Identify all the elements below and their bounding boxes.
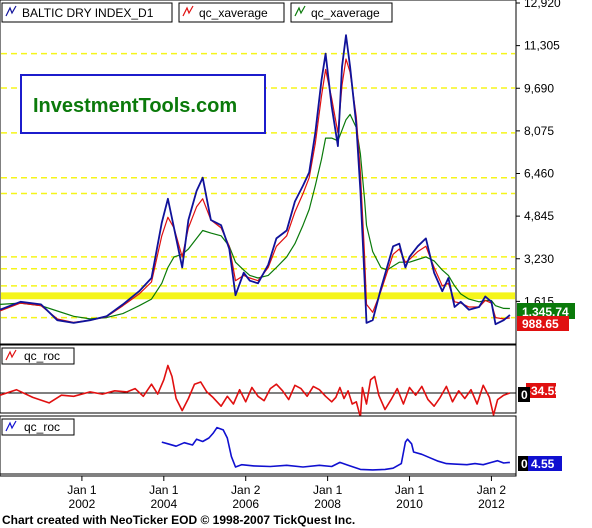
roc-line-1 xyxy=(0,364,511,419)
x-tick-year: 2010 xyxy=(396,497,423,511)
y-tick-label: 9,690 xyxy=(524,81,554,95)
roc-legend-box-2[interactable] xyxy=(1,418,75,436)
watermark-box xyxy=(20,74,266,134)
fast-series-line xyxy=(0,58,510,323)
legend-box-1[interactable] xyxy=(1,2,173,23)
main-panel: 12,92011,3059,6908,0756,4604,8453,2301,6… xyxy=(0,0,561,345)
x-tick-label: Jan 1 xyxy=(395,483,425,497)
slow-series-line xyxy=(0,113,510,320)
y-tick-label: 11,305 xyxy=(524,39,560,53)
x-tick-year: 2002 xyxy=(69,497,96,511)
legend-line-icon-1 xyxy=(5,5,17,17)
credit-text: Chart created with NeoTicker EOD © 1998-… xyxy=(2,513,355,527)
legend-label-series2: qc_xaverage xyxy=(199,6,268,20)
roc-legend-icon-2 xyxy=(5,420,17,432)
y-tick-label: 4,845 xyxy=(524,209,554,223)
roc-legend-icon-1 xyxy=(5,349,17,361)
guide-lines xyxy=(1,52,515,319)
roc-series-line xyxy=(0,364,511,419)
last-value-fast: 988.65 xyxy=(522,317,559,331)
legend: BALTIC DRY INDEX_D1 qc_xaverage qc_xaver… xyxy=(1,2,393,23)
roc-plot-frame-2 xyxy=(0,415,517,477)
y-tick-label: 6,460 xyxy=(524,167,554,181)
roc-legend-box-1[interactable] xyxy=(1,347,75,365)
roc-last-value-2: 4.55 xyxy=(531,457,555,471)
roc-zero-label-1: 0 xyxy=(521,388,528,402)
x-tick-year: 2012 xyxy=(478,497,505,511)
price-lines xyxy=(0,34,511,326)
x-tick-label: Jan 1 xyxy=(149,483,179,497)
watermark-text: InvestmentTools.com xyxy=(33,95,237,117)
roc-last-tag-2 xyxy=(528,456,562,471)
x-tick-year: 2006 xyxy=(232,497,259,511)
x-tick-label: Jan 2 xyxy=(477,483,507,497)
legend-line-icon-2 xyxy=(182,5,194,17)
last-value-fast-tag xyxy=(517,316,569,331)
roc-last-tag-1 xyxy=(526,383,556,398)
roc-panel-1: qc_roc -34.55 0 xyxy=(0,344,561,419)
legend-label-series3: qc_xaverage xyxy=(311,6,380,20)
roc-panel-2: qc_roc 0 4.55 xyxy=(0,415,562,477)
roc2-series-line xyxy=(161,426,510,471)
last-value-slow: 1,345.74 xyxy=(522,305,569,319)
y-axis-ticks: 12,92011,3059,6908,0756,4604,8453,2301,6… xyxy=(516,0,561,308)
watermark: InvestmentTools.com xyxy=(20,74,266,134)
last-value-slow-tag xyxy=(517,303,575,319)
y-tick-label: 12,920 xyxy=(524,0,561,10)
roc-zero-label-2: 0 xyxy=(521,457,528,471)
x-tick-label: Jan 1 xyxy=(313,483,343,497)
legend-box-2[interactable] xyxy=(178,2,285,23)
roc-line-2 xyxy=(161,426,510,471)
x-tick-year: 2008 xyxy=(314,497,341,511)
x-tick-year: 2004 xyxy=(150,497,177,511)
price-series-line xyxy=(0,34,511,326)
x-tick-label: Jan 1 xyxy=(67,483,97,497)
roc-legend-label-1: qc_roc xyxy=(24,349,60,363)
legend-label-series1: BALTIC DRY INDEX_D1 xyxy=(22,6,154,20)
roc-legend-label-2: qc_roc xyxy=(24,420,60,434)
last-value-tags: 1,345.74 988.65 xyxy=(517,303,575,331)
y-tick-label: 8,075 xyxy=(524,124,554,138)
y-tick-label: 3,230 xyxy=(524,252,554,266)
legend-box-3[interactable] xyxy=(290,2,393,23)
x-tick-label: Jan 2 xyxy=(231,483,261,497)
roc-zero-tag-2 xyxy=(518,456,530,471)
roc-last-value-1: -34.55 xyxy=(527,384,561,398)
roc-zero-tag-1 xyxy=(518,387,530,402)
roc-plot-frame-1 xyxy=(0,344,517,414)
legend-line-icon-3 xyxy=(294,5,306,17)
